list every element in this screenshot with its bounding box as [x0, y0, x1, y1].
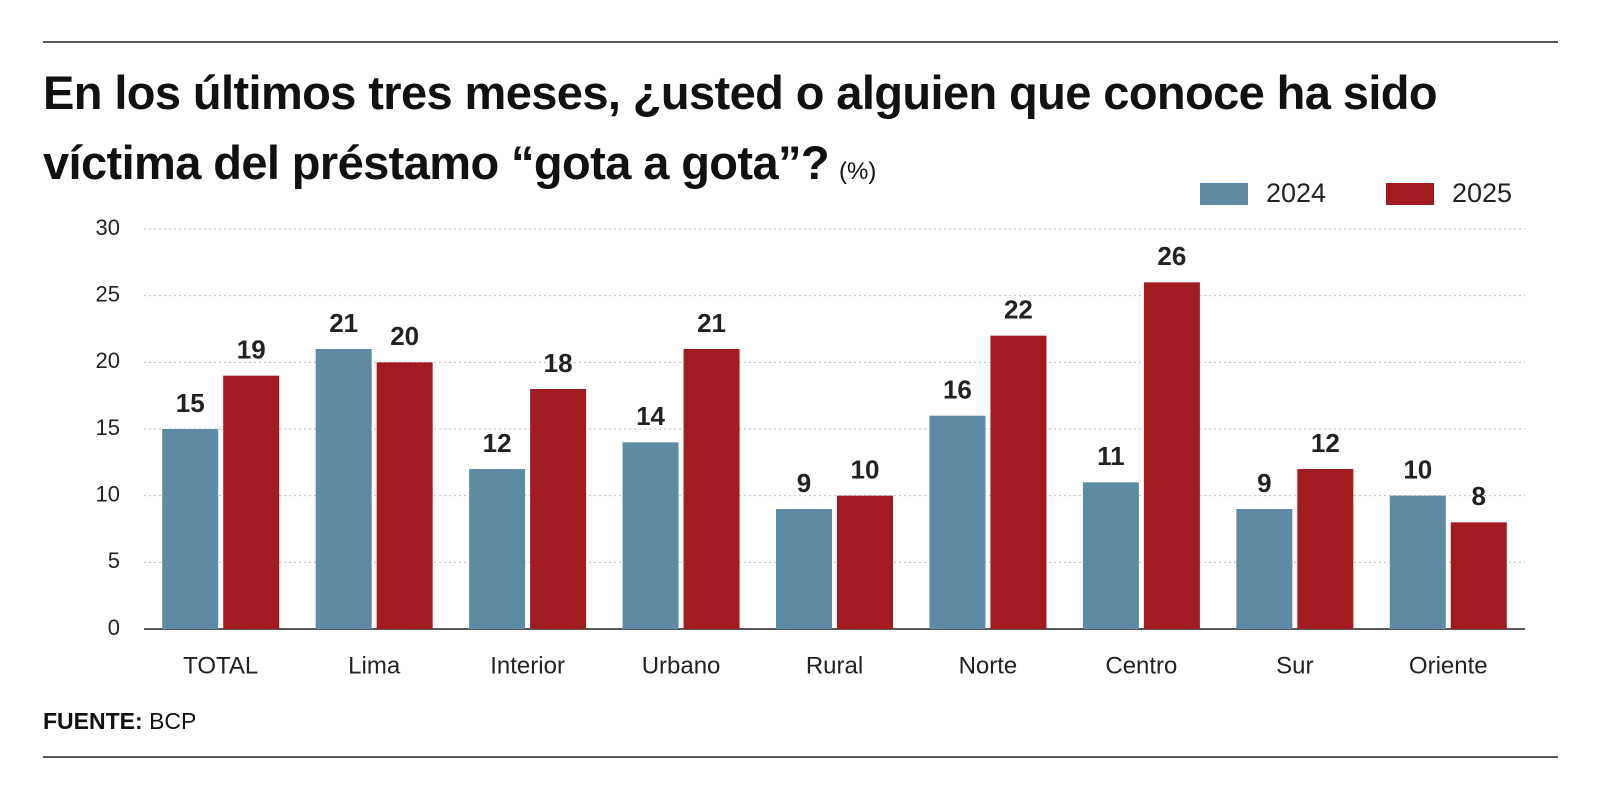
- value-label: 11: [1097, 441, 1125, 471]
- bar: [1389, 495, 1446, 629]
- value-label: 19: [237, 335, 266, 365]
- x-tick-label: Rural: [806, 652, 863, 679]
- y-tick-label: 20: [96, 348, 120, 373]
- bar: [1143, 282, 1200, 629]
- value-label: 18: [544, 348, 573, 378]
- legend-swatch: [1386, 183, 1434, 205]
- x-tick-label: Urbano: [642, 652, 721, 679]
- bar: [1236, 509, 1293, 629]
- legend-label: 2024: [1266, 178, 1326, 208]
- bar: [1450, 522, 1507, 629]
- y-tick-label: 0: [108, 615, 120, 640]
- unit: (%): [839, 158, 877, 185]
- value-label: 10: [851, 455, 880, 485]
- value-label: 22: [1004, 295, 1033, 325]
- bar: [1297, 469, 1354, 629]
- value-label: 21: [697, 308, 726, 338]
- value-label: 14: [636, 401, 665, 431]
- bar: [929, 415, 986, 629]
- value-label: 9: [797, 468, 811, 498]
- bar: [683, 349, 740, 629]
- value-label: 9: [1257, 468, 1271, 498]
- x-tick-label: Sur: [1276, 652, 1313, 679]
- y-tick-label: 25: [96, 281, 120, 306]
- value-label: 15: [176, 388, 205, 418]
- legend-swatch: [1200, 183, 1248, 205]
- bar: [376, 362, 433, 629]
- y-tick-label: 10: [96, 481, 120, 506]
- bar: [469, 469, 526, 629]
- y-tick-label: 5: [108, 548, 120, 573]
- y-tick-label: 15: [96, 415, 120, 440]
- x-tick-label: Norte: [959, 652, 1018, 679]
- value-label: 12: [1311, 428, 1340, 458]
- source: FUENTE: BCP: [43, 708, 196, 735]
- bar: [315, 349, 372, 629]
- value-label: 21: [329, 308, 358, 338]
- source-label: FUENTE:: [43, 708, 143, 734]
- x-tick-label: Lima: [348, 652, 401, 679]
- value-label: 12: [483, 428, 512, 458]
- bar: [1082, 482, 1139, 629]
- title-text: En los últimos tres meses, ¿usted o algu…: [43, 66, 1438, 189]
- x-tick-label: Oriente: [1409, 652, 1488, 679]
- value-label: 16: [943, 375, 972, 405]
- x-tick-label: Interior: [490, 652, 565, 679]
- bar: [837, 495, 893, 629]
- bar: [990, 335, 1047, 629]
- bar: [776, 509, 832, 629]
- bar: [223, 375, 280, 629]
- bar: [530, 389, 587, 629]
- value-label: 20: [390, 321, 419, 351]
- value-label: 10: [1403, 455, 1432, 485]
- chart-title: En los últimos tres meses, ¿usted o algu…: [43, 58, 1543, 207]
- value-label: 26: [1157, 241, 1186, 271]
- y-tick-label: 30: [96, 215, 120, 240]
- x-tick-label: TOTAL: [183, 652, 258, 679]
- bar: [622, 442, 679, 629]
- source-name: BCP: [149, 708, 197, 734]
- legend-label: 2025: [1452, 178, 1512, 208]
- bar: [162, 429, 219, 629]
- x-tick-label: Centro: [1105, 652, 1177, 679]
- value-label: 8: [1472, 481, 1486, 511]
